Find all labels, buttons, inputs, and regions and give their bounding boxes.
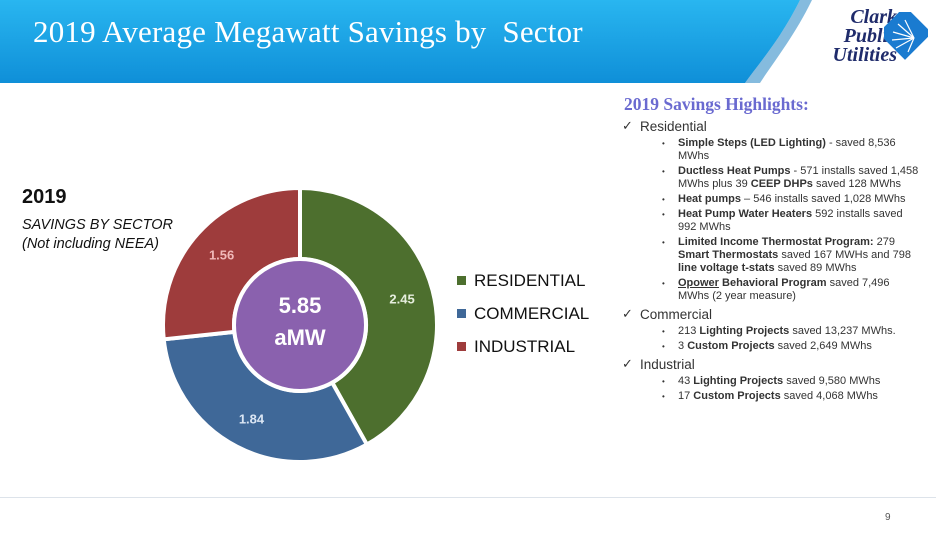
highlight-item: Opower Behavioral Program saved 7,496 MW… bbox=[662, 277, 920, 303]
highlights-list: 213 Lighting Projects saved 13,237 MWhs.… bbox=[662, 325, 920, 353]
footer-divider bbox=[0, 497, 936, 498]
highlights-section-heading: ✓ Commercial bbox=[622, 305, 920, 323]
highlight-item: 17 Custom Projects saved 4,068 MWhs bbox=[662, 390, 920, 403]
logo-line: Utilities bbox=[832, 44, 897, 66]
highlight-item: Limited Income Thermostat Program: 279 S… bbox=[662, 236, 920, 275]
slice-value-label: 1.56 bbox=[209, 247, 234, 262]
highlight-item: 3 Custom Projects saved 2,649 MWhs bbox=[662, 340, 920, 353]
highlights-list: 43 Lighting Projects saved 9,580 MWhs 17 … bbox=[662, 375, 920, 403]
highlight-item: Ductless Heat Pumps - 571 installs saved… bbox=[662, 165, 920, 191]
page-number: 9 bbox=[885, 512, 891, 523]
legend-item-industrial: INDUSTRIAL bbox=[457, 330, 589, 363]
subtitle-line: (Not including NEEA) bbox=[22, 236, 159, 252]
center-unit-label: aMW bbox=[274, 325, 326, 350]
light-burst-icon bbox=[884, 12, 928, 60]
chart-subtitle: SAVINGS BY SECTOR (Not including NEEA) bbox=[22, 216, 173, 254]
page-title: 2019 Average Megawatt Savings by Sector bbox=[33, 14, 583, 49]
legend-swatch bbox=[457, 342, 466, 351]
checkmark-icon: ✓ bbox=[622, 356, 633, 371]
savings-donut-chart: 5.85 aMW 2.45 1.84 1.56 bbox=[161, 185, 439, 464]
checkmark-icon: ✓ bbox=[622, 118, 633, 133]
slice-value-label: 2.45 bbox=[389, 291, 414, 306]
logo-line: Clark bbox=[850, 6, 897, 28]
section-label: Commercial bbox=[640, 306, 713, 322]
highlights-section-heading: ✓ Industrial bbox=[622, 355, 920, 373]
highlight-item: 213 Lighting Projects saved 13,237 MWhs. bbox=[662, 325, 920, 338]
legend-label: COMMERCIAL bbox=[474, 303, 590, 323]
checkmark-icon: ✓ bbox=[622, 306, 633, 321]
legend-item-commercial: COMMERCIAL bbox=[457, 297, 589, 330]
highlights-section-heading: ✓ Residential bbox=[622, 117, 920, 135]
slice-value-labels: 2.45 1.84 1.56 bbox=[209, 247, 415, 426]
highlights-title: 2019 Savings Highlights: bbox=[624, 94, 809, 114]
chart-legend: RESIDENTIAL COMMERCIAL INDUSTRIAL bbox=[457, 264, 589, 363]
highlight-item: 43 Lighting Projects saved 9,580 MWhs bbox=[662, 375, 920, 388]
legend-item-residential: RESIDENTIAL bbox=[457, 264, 589, 297]
header-banner bbox=[0, 0, 812, 83]
chart-year: 2019 bbox=[22, 186, 67, 208]
highlights-list: Simple Steps (LED Lighting) - saved 8,53… bbox=[662, 137, 920, 303]
legend-label: INDUSTRIAL bbox=[474, 336, 576, 356]
company-logo: Clark Public Utilities bbox=[797, 6, 897, 66]
legend-swatch bbox=[457, 276, 466, 285]
highlights-body: ✓ Residential Simple Steps (LED Lighting) … bbox=[620, 117, 920, 403]
legend-label: RESIDENTIAL bbox=[474, 270, 586, 290]
legend-swatch bbox=[457, 309, 466, 318]
center-total-label: 5.85 bbox=[279, 293, 322, 318]
highlight-item: Simple Steps (LED Lighting) - saved 8,53… bbox=[662, 137, 920, 163]
subtitle-line: SAVINGS BY SECTOR bbox=[22, 217, 173, 233]
donut-center bbox=[232, 257, 368, 393]
slice-value-label: 1.84 bbox=[239, 412, 265, 427]
section-label: Residential bbox=[640, 118, 707, 134]
highlight-item: Heat pumps – 546 installs saved 1,028 MW… bbox=[662, 193, 920, 206]
section-label: Industrial bbox=[640, 356, 695, 372]
savings-highlights-panel: 2019 Savings Highlights: ✓ Residential Sim… bbox=[620, 94, 920, 405]
highlight-item: Heat Pump Water Heaters 592 installs sav… bbox=[662, 208, 920, 234]
